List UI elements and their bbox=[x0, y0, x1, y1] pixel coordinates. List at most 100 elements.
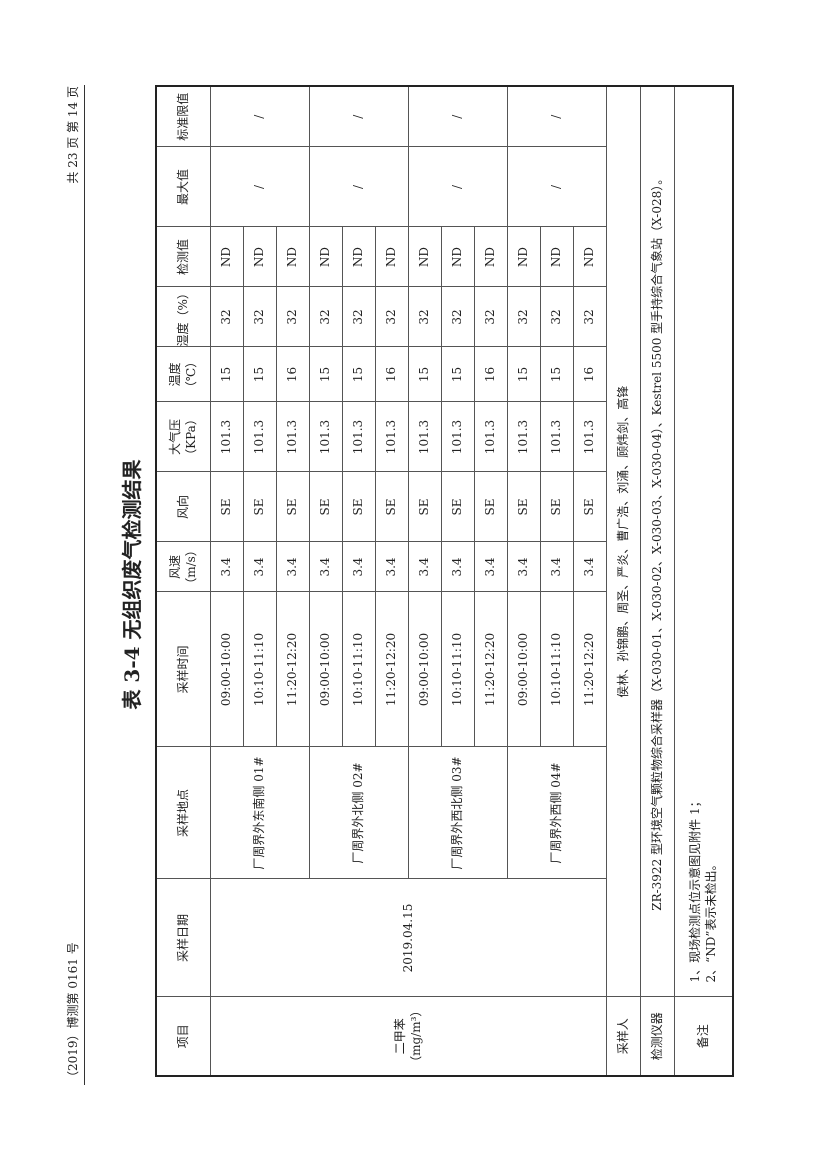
value-cell: ND bbox=[573, 227, 607, 287]
temperature-cell: 16 bbox=[276, 347, 310, 402]
pressure-cell: 101.3 bbox=[375, 402, 409, 472]
pressure-cell: 101.3 bbox=[309, 402, 343, 472]
wind-speed-cell: 3.4 bbox=[507, 542, 541, 592]
wind-direction-cell: SE bbox=[408, 472, 442, 542]
max-cell: / bbox=[210, 147, 310, 227]
wind-direction-cell: SE bbox=[507, 472, 541, 542]
time-cell: 11:20-12:20 bbox=[276, 592, 310, 747]
time-cell: 09:00-10:00 bbox=[210, 592, 244, 747]
instruments-value: ZR-3922 型环境空气颗粒物综合采样器（X-030-01、X-030-02、… bbox=[640, 86, 675, 997]
temperature-cell: 15 bbox=[309, 347, 343, 402]
value-cell: ND bbox=[540, 227, 574, 287]
header-row: 项目 采样日期 采样地点 采样时间 风速（m/s） 风向 大气压（KPa） 温度（℃） 湿度（%… bbox=[156, 86, 211, 1076]
wind-speed-cell: 3.4 bbox=[309, 542, 343, 592]
humidity-cell: 32 bbox=[474, 287, 508, 347]
pressure-cell: 101.3 bbox=[276, 402, 310, 472]
wind-direction-cell: SE bbox=[309, 472, 343, 542]
pressure-cell: 101.3 bbox=[210, 402, 244, 472]
humidity-cell: 32 bbox=[441, 287, 475, 347]
humidity-cell: 32 bbox=[540, 287, 574, 347]
location-cell: 厂周界外西侧 04# bbox=[507, 747, 607, 879]
location-cell: 厂周界外东南侧 01# bbox=[210, 747, 310, 879]
max-cell: / bbox=[309, 147, 409, 227]
value-cell: ND bbox=[210, 227, 244, 287]
pressure-cell: 101.3 bbox=[507, 402, 541, 472]
temperature-cell: 15 bbox=[408, 347, 442, 402]
instruments-row: 检测仪器 ZR-3922 型环境空气颗粒物综合采样器（X-030-01、X-03… bbox=[640, 86, 675, 1076]
value-cell: ND bbox=[243, 227, 277, 287]
humidity-cell: 32 bbox=[507, 287, 541, 347]
column-header: 湿度（%） bbox=[156, 287, 211, 347]
wind-speed-cell: 3.4 bbox=[408, 542, 442, 592]
humidity-cell: 32 bbox=[342, 287, 376, 347]
value-cell: ND bbox=[408, 227, 442, 287]
column-header: 最大值 bbox=[156, 147, 211, 227]
temperature-cell: 15 bbox=[210, 347, 244, 402]
temperature-cell: 15 bbox=[507, 347, 541, 402]
samplers-label: 采样人 bbox=[606, 997, 641, 1076]
temperature-cell: 15 bbox=[540, 347, 574, 402]
temperature-cell: 16 bbox=[573, 347, 607, 402]
pressure-cell: 101.3 bbox=[474, 402, 508, 472]
humidity-cell: 32 bbox=[243, 287, 277, 347]
limit-cell: / bbox=[309, 86, 409, 147]
limit-cell: / bbox=[408, 86, 508, 147]
max-cell: / bbox=[408, 147, 508, 227]
project-cell: 二甲苯（mg/m³） bbox=[210, 997, 607, 1076]
wind-speed-cell: 3.4 bbox=[474, 542, 508, 592]
pressure-cell: 101.3 bbox=[573, 402, 607, 472]
wind-direction-cell: SE bbox=[441, 472, 475, 542]
pressure-cell: 101.3 bbox=[243, 402, 277, 472]
wind-speed-cell: 3.4 bbox=[243, 542, 277, 592]
limit-cell: / bbox=[507, 86, 607, 147]
wind-speed-cell: 3.4 bbox=[276, 542, 310, 592]
wind-speed-cell: 3.4 bbox=[342, 542, 376, 592]
samplers-row: 采样人 侯林、孙锦鹏、周圣、严炎、曹广浩、刘涌、顾炜剑、高锋 bbox=[606, 86, 641, 1076]
value-cell: ND bbox=[309, 227, 343, 287]
temperature-cell: 16 bbox=[375, 347, 409, 402]
page-info: 共 23 页 第 14 页 bbox=[66, 86, 80, 184]
wind-speed-cell: 3.4 bbox=[441, 542, 475, 592]
max-cell: / bbox=[507, 147, 607, 227]
time-cell: 11:20-12:20 bbox=[375, 592, 409, 747]
pressure-cell: 101.3 bbox=[441, 402, 475, 472]
humidity-cell: 32 bbox=[573, 287, 607, 347]
time-cell: 11:20-12:20 bbox=[573, 592, 607, 747]
note-line: 2、“ND”表示未检出。 bbox=[703, 858, 718, 983]
time-cell: 09:00-10:00 bbox=[309, 592, 343, 747]
date-cell: 2019.04.15 bbox=[210, 879, 607, 997]
humidity-cell: 32 bbox=[408, 287, 442, 347]
wind-speed-cell: 3.4 bbox=[573, 542, 607, 592]
notes-label: 备注 bbox=[674, 997, 733, 1076]
location-cell: 厂周界外西北侧 03# bbox=[408, 747, 508, 879]
limit-cell: / bbox=[210, 86, 310, 147]
report-number: （2019）博测第 0161 号 bbox=[66, 942, 80, 1083]
header-divider bbox=[84, 85, 85, 1085]
time-cell: 09:00-10:00 bbox=[507, 592, 541, 747]
time-cell: 11:20-12:20 bbox=[474, 592, 508, 747]
table-title: 表 3-4 无组织废气检测结果 bbox=[120, 459, 144, 710]
value-cell: ND bbox=[276, 227, 310, 287]
column-header: 采样时间 bbox=[156, 592, 211, 747]
temperature-cell: 16 bbox=[474, 347, 508, 402]
pressure-cell: 101.3 bbox=[408, 402, 442, 472]
wind-direction-cell: SE bbox=[210, 472, 244, 542]
wind-direction-cell: SE bbox=[243, 472, 277, 542]
column-header: 项目 bbox=[156, 997, 211, 1076]
column-header: 温度（℃） bbox=[156, 347, 211, 402]
column-header: 检测值 bbox=[156, 227, 211, 287]
wind-direction-cell: SE bbox=[573, 472, 607, 542]
time-cell: 10:10-11:10 bbox=[540, 592, 574, 747]
wind-direction-cell: SE bbox=[540, 472, 574, 542]
wind-speed-cell: 3.4 bbox=[540, 542, 574, 592]
value-cell: ND bbox=[441, 227, 475, 287]
humidity-cell: 32 bbox=[309, 287, 343, 347]
wind-direction-cell: SE bbox=[276, 472, 310, 542]
column-header: 风速（m/s） bbox=[156, 542, 211, 592]
pressure-cell: 101.3 bbox=[540, 402, 574, 472]
results-table: 项目 采样日期 采样地点 采样时间 风速（m/s） 风向 大气压（KPa） 温度（℃） 湿度（%… bbox=[155, 85, 734, 1077]
column-header: 标准限值 bbox=[156, 86, 211, 147]
note-line: 1、现场检测点位示意图见附件 1； bbox=[687, 795, 702, 983]
time-cell: 10:10-11:10 bbox=[243, 592, 277, 747]
